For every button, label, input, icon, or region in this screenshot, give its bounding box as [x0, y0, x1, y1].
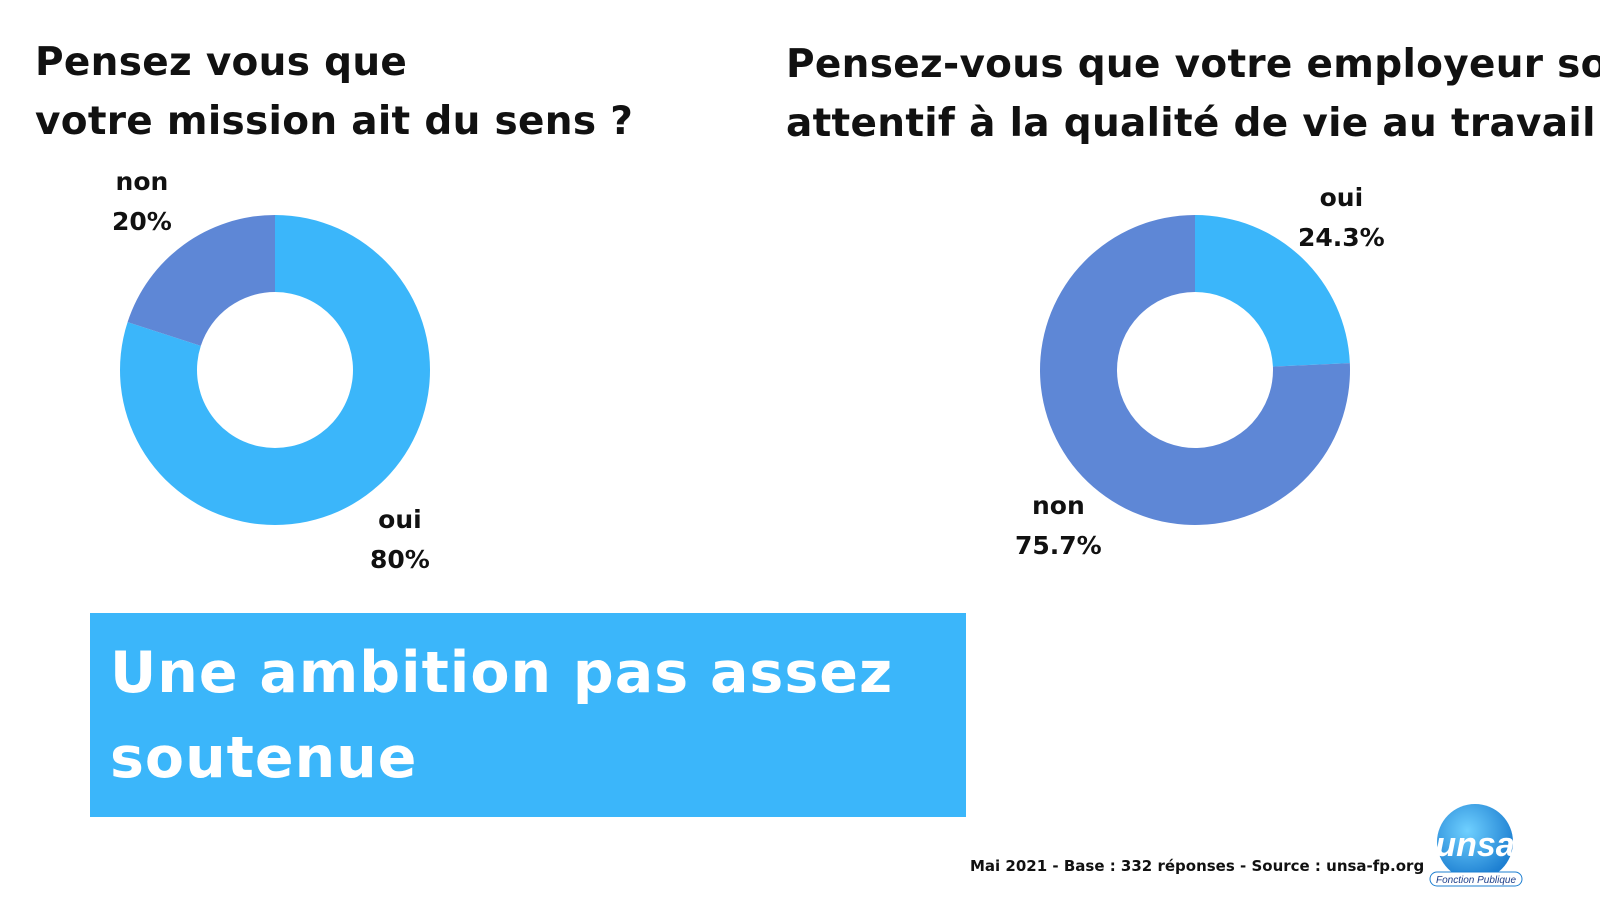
- value-label: 24.3%: [1298, 223, 1385, 252]
- value-label: 80%: [370, 545, 430, 574]
- unsa-logo: unsa Fonction Publique: [1429, 804, 1523, 887]
- value-label: 20%: [112, 207, 172, 236]
- category-label: oui: [1319, 183, 1364, 212]
- chart-title-line: Pensez-vous que votre employeur soit: [786, 42, 1600, 87]
- donut-slice-non: [1040, 215, 1350, 525]
- chart-title-line: votre mission ait du sens ?: [35, 99, 634, 144]
- data-label-oui: oui 80%: [370, 500, 430, 580]
- category-label: non: [1031, 491, 1085, 520]
- donut-slice-non: [127, 215, 275, 346]
- donut-chart-svg: [120, 215, 430, 525]
- logo-subtitle: Fonction Publique: [1436, 875, 1516, 886]
- chart-title-mission: Pensez vous que votre mission ait du sen…: [35, 33, 633, 151]
- donut-slice-oui: [1195, 215, 1350, 367]
- source-footer: Mai 2021 - Base : 332 réponses - Source …: [970, 857, 1425, 875]
- headline-banner: Une ambition pas assez soutenue: [90, 613, 966, 817]
- chart-title-employeur: Pensez-vous que votre employeur soit att…: [786, 35, 1600, 153]
- value-label: 75.7%: [1015, 531, 1102, 560]
- data-label-non: non 20%: [112, 162, 172, 242]
- logo-text: unsa: [1435, 826, 1514, 864]
- headline-text: Une ambition pas assez soutenue: [110, 640, 894, 791]
- chart-title-line: Pensez vous que: [35, 40, 408, 85]
- donut-slice-oui: [120, 215, 430, 525]
- chart-title-line: attentif à la qualité de vie au travail …: [786, 101, 1600, 146]
- donut-chart-employeur: oui 24.3% non 75.7%: [1015, 183, 1385, 560]
- donut-chart-svg: [1040, 215, 1350, 525]
- donut-chart-mission: non 20% oui 80%: [100, 167, 450, 574]
- data-label-non: non 75.7%: [1015, 486, 1102, 566]
- data-label-oui: oui 24.3%: [1298, 178, 1385, 258]
- category-label: oui: [378, 505, 422, 534]
- category-label: non: [115, 167, 169, 196]
